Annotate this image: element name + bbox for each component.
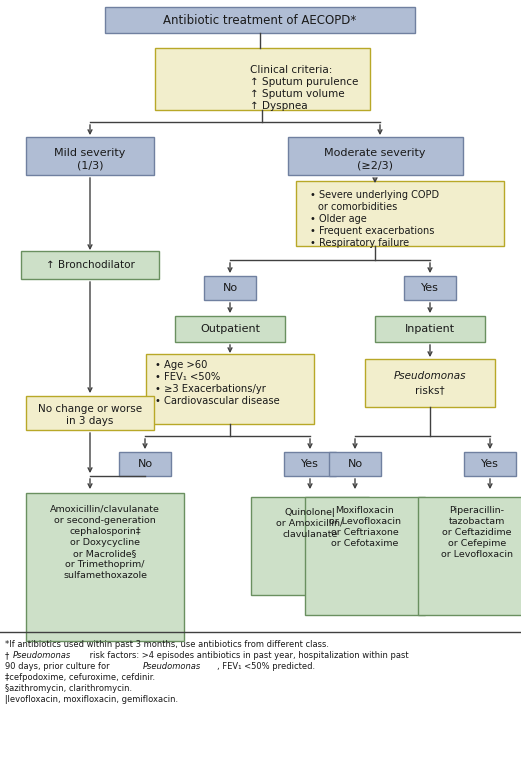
- FancyBboxPatch shape: [119, 452, 171, 476]
- FancyBboxPatch shape: [26, 396, 154, 430]
- FancyBboxPatch shape: [284, 452, 336, 476]
- Text: tazobactam: tazobactam: [449, 517, 505, 526]
- Text: sulfamethoxazole: sulfamethoxazole: [63, 571, 147, 580]
- Text: cephalosporin‡: cephalosporin‡: [69, 527, 141, 536]
- Text: • Older age: • Older age: [310, 214, 367, 224]
- FancyBboxPatch shape: [288, 137, 463, 175]
- Text: No change or worse: No change or worse: [38, 404, 142, 414]
- FancyBboxPatch shape: [26, 493, 184, 641]
- Text: • ≥3 Exacerbations/yr: • ≥3 Exacerbations/yr: [155, 384, 266, 394]
- Text: Clinical criteria:: Clinical criteria:: [250, 65, 332, 75]
- Text: or Levofloxacin: or Levofloxacin: [329, 517, 401, 526]
- Text: 90 days, prior culture for: 90 days, prior culture for: [5, 662, 112, 671]
- FancyBboxPatch shape: [26, 137, 154, 175]
- FancyBboxPatch shape: [155, 48, 369, 110]
- FancyBboxPatch shape: [204, 276, 256, 300]
- Text: , FEV₁ <50% predicted.: , FEV₁ <50% predicted.: [217, 662, 315, 671]
- Text: No: No: [348, 459, 363, 469]
- FancyBboxPatch shape: [464, 452, 516, 476]
- Text: Pseudomonas: Pseudomonas: [394, 371, 466, 381]
- Text: risks†: risks†: [415, 385, 445, 395]
- Text: or comorbidities: or comorbidities: [318, 202, 397, 212]
- Text: (1/3): (1/3): [77, 160, 103, 170]
- Text: or Ceftazidime: or Ceftazidime: [442, 528, 512, 537]
- Text: or Cefepime: or Cefepime: [448, 539, 506, 548]
- Text: ↑ Bronchodilator: ↑ Bronchodilator: [45, 260, 134, 270]
- Text: ‡cefpodoxime, cefuroxime, cefdinir.: ‡cefpodoxime, cefuroxime, cefdinir.: [5, 673, 155, 682]
- FancyBboxPatch shape: [365, 359, 495, 407]
- Text: or Trimethoprim/: or Trimethoprim/: [65, 560, 145, 569]
- Text: ↑ Dyspnea: ↑ Dyspnea: [250, 101, 307, 111]
- Text: No: No: [138, 459, 153, 469]
- Text: • Respiratory failure: • Respiratory failure: [310, 238, 409, 248]
- Text: ↑ Sputum purulence: ↑ Sputum purulence: [250, 77, 358, 87]
- FancyBboxPatch shape: [296, 180, 504, 245]
- Text: §azithromycin, clarithromycin.: §azithromycin, clarithromycin.: [5, 684, 132, 693]
- Text: Inpatient: Inpatient: [405, 324, 455, 334]
- Text: • Severe underlying COPD: • Severe underlying COPD: [310, 190, 439, 200]
- Text: • Frequent exacerbations: • Frequent exacerbations: [310, 226, 435, 236]
- Text: or Ceftriaxone: or Ceftriaxone: [331, 528, 399, 537]
- Text: Pseudomonas: Pseudomonas: [143, 662, 201, 671]
- FancyBboxPatch shape: [375, 316, 485, 342]
- FancyBboxPatch shape: [146, 354, 314, 424]
- Text: risk factors: >4 episodes antibiotics in past year, hospitalization within past: risk factors: >4 episodes antibiotics in…: [87, 651, 408, 660]
- Text: clavulanate: clavulanate: [282, 530, 338, 539]
- Text: ↑ Sputum volume: ↑ Sputum volume: [250, 89, 344, 99]
- Text: or Levofloxacin: or Levofloxacin: [441, 550, 513, 559]
- Text: or second-generation: or second-generation: [54, 516, 156, 525]
- Text: Mild severity: Mild severity: [54, 148, 126, 158]
- FancyBboxPatch shape: [404, 276, 456, 300]
- Text: Amoxicillin/clavulanate: Amoxicillin/clavulanate: [50, 505, 160, 514]
- FancyBboxPatch shape: [305, 497, 425, 615]
- Text: • Cardiovascular disease: • Cardiovascular disease: [155, 396, 280, 406]
- Text: Moderate severity: Moderate severity: [324, 148, 426, 158]
- FancyBboxPatch shape: [21, 251, 159, 279]
- FancyBboxPatch shape: [251, 497, 369, 595]
- Text: Yes: Yes: [481, 459, 499, 469]
- Text: *If antibiotics used within past 3 months, use antibiotics from different class.: *If antibiotics used within past 3 month…: [5, 640, 329, 649]
- Text: or Cefotaxime: or Cefotaxime: [331, 539, 399, 548]
- Text: or Doxycycline: or Doxycycline: [70, 538, 140, 547]
- Text: Quinoloneǀ: Quinoloneǀ: [284, 508, 336, 517]
- FancyBboxPatch shape: [105, 7, 415, 33]
- Text: Yes: Yes: [421, 283, 439, 293]
- FancyBboxPatch shape: [418, 497, 521, 615]
- Text: †: †: [5, 651, 9, 660]
- Text: Pseudomonas: Pseudomonas: [13, 651, 71, 660]
- Text: Piperacillin-: Piperacillin-: [450, 506, 504, 515]
- Text: Antibiotic treatment of AECOPD*: Antibiotic treatment of AECOPD*: [164, 14, 357, 27]
- Text: Moxifloxacin: Moxifloxacin: [336, 506, 394, 515]
- Text: • Age >60: • Age >60: [155, 360, 207, 370]
- Text: or Amoxicillin/: or Amoxicillin/: [276, 519, 344, 528]
- Text: • FEV₁ <50%: • FEV₁ <50%: [155, 372, 220, 382]
- Text: No: No: [222, 283, 238, 293]
- FancyBboxPatch shape: [175, 316, 285, 342]
- FancyBboxPatch shape: [329, 452, 381, 476]
- Text: in 3 days: in 3 days: [66, 416, 114, 426]
- Text: Outpatient: Outpatient: [200, 324, 260, 334]
- Text: (≥2/3): (≥2/3): [357, 160, 393, 170]
- Text: Yes: Yes: [301, 459, 319, 469]
- Text: or Macrolide§: or Macrolide§: [73, 549, 137, 558]
- Text: ǀlevofloxacin, moxifloxacin, gemifloxacin.: ǀlevofloxacin, moxifloxacin, gemifloxaci…: [5, 695, 178, 704]
